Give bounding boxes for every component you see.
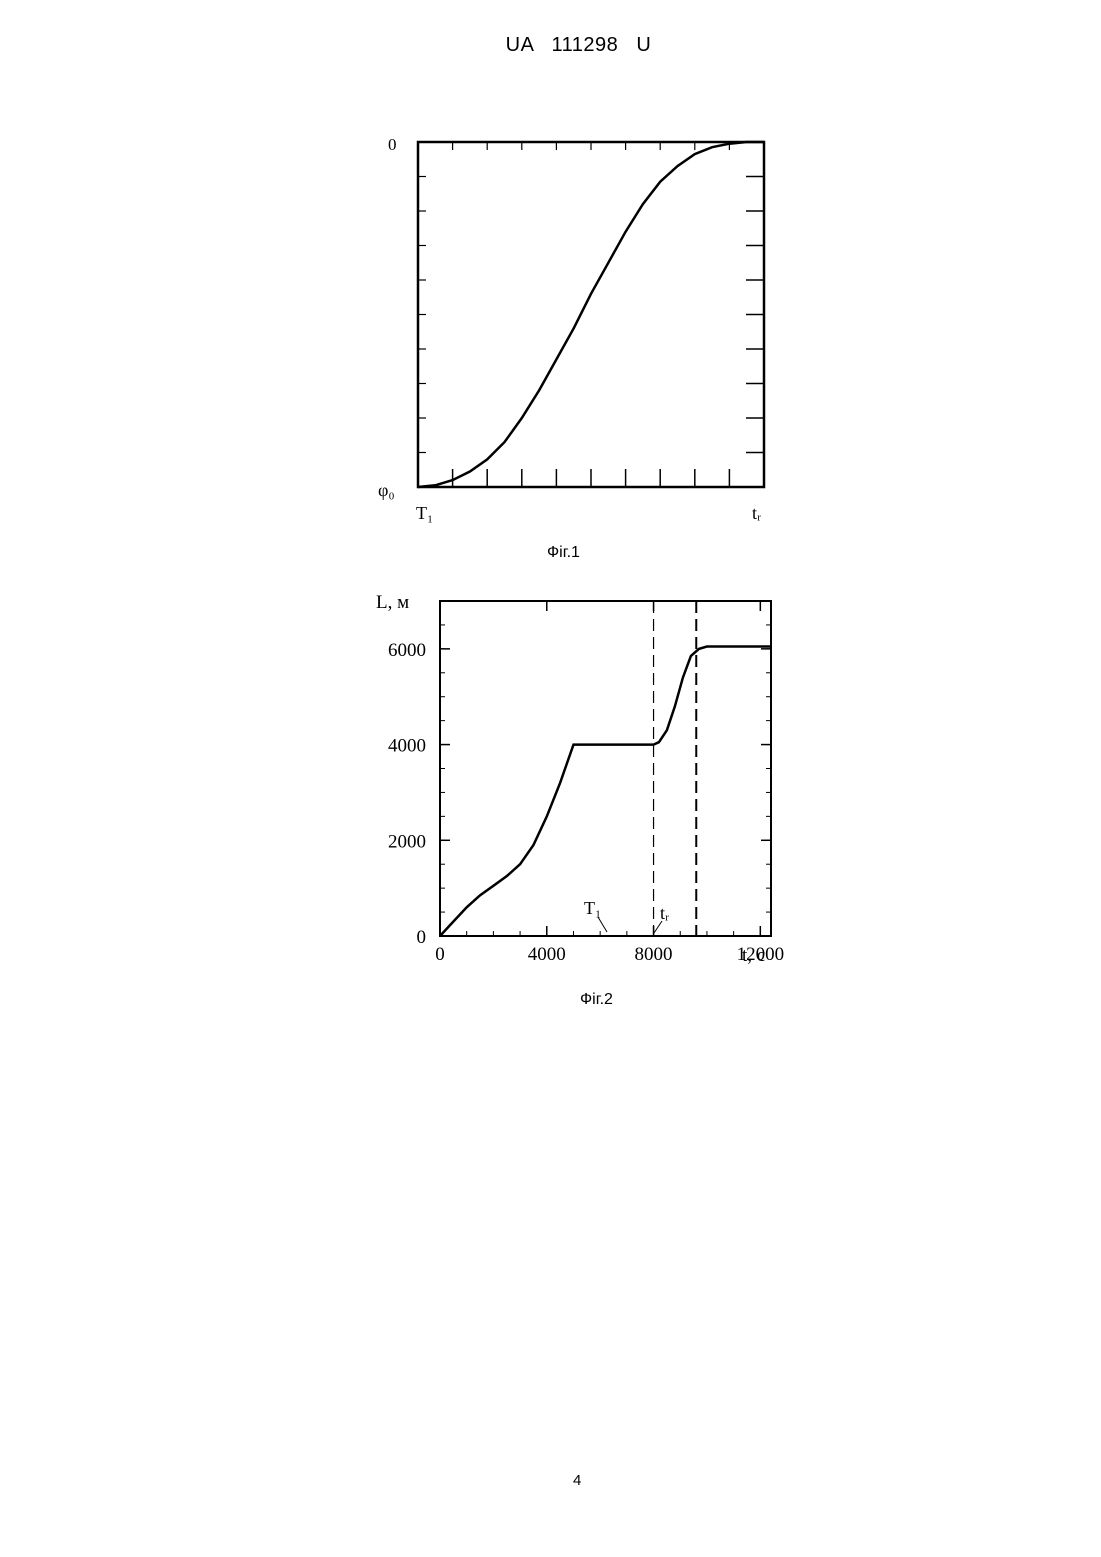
fig2-marker-T-pointer: [598, 917, 607, 932]
page-number: 4: [573, 1472, 581, 1489]
fig2-y-tick-label: 6000: [388, 640, 426, 661]
fig2-x-axis-label: t, c: [742, 945, 765, 966]
fig1-ticks: [418, 142, 764, 487]
fig2-frame: [440, 601, 771, 936]
fig2-marker-T-label: T₁: [584, 898, 601, 918]
fig2-y-tick-label: 2000: [388, 831, 426, 852]
fig2-y-tick-label: 0: [417, 927, 427, 948]
fig1-x-left-label: T₁: [416, 503, 433, 523]
fig1-y-top-label: 0: [388, 135, 397, 154]
fig2-ticks: [440, 601, 771, 936]
fig2-marker-t-pointer: [654, 921, 662, 933]
fig2-x-tick-label: 0: [435, 944, 445, 965]
fig2-x-tick-label: 4000: [528, 944, 566, 965]
fig1-frame: [418, 142, 764, 487]
figure-1-caption: Фіг.1: [547, 544, 580, 562]
fig2-curve: [440, 647, 771, 937]
fig2-y-axis-label: L, м: [376, 592, 409, 613]
fig2-x-tick-label: 8000: [635, 944, 673, 965]
fig1-x-right-label: tᵣ: [752, 503, 761, 523]
patent-header: UA 111298 U: [0, 34, 1101, 57]
figure-2-chart: 040008000120000200040006000 L, м t, c T₁…: [370, 584, 790, 974]
fig1-y-bottom-label: φ₀: [378, 480, 395, 500]
fig2-y-tick-label: 4000: [388, 736, 426, 757]
fig2-marker-t-label: tᵣ: [660, 903, 669, 923]
figure-2-caption: Фіг.2: [580, 991, 613, 1009]
fig2-marker-lines: [654, 601, 697, 936]
figure-1-chart: 0 φ₀ T₁ tᵣ: [370, 128, 780, 528]
fig1-curve: [418, 142, 764, 487]
